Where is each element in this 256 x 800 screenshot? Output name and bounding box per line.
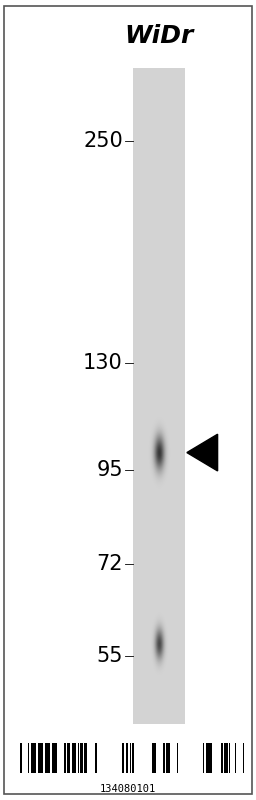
Bar bbox=[235, 743, 236, 773]
Bar bbox=[130, 743, 131, 773]
Bar bbox=[64, 743, 66, 773]
Text: 55: 55 bbox=[96, 646, 123, 666]
Bar bbox=[72, 743, 76, 773]
Bar bbox=[84, 743, 87, 773]
Text: 250: 250 bbox=[83, 131, 123, 151]
Text: 134080101: 134080101 bbox=[100, 784, 156, 794]
Bar bbox=[80, 743, 83, 773]
Bar bbox=[207, 743, 212, 773]
Text: 130: 130 bbox=[83, 354, 123, 374]
Bar bbox=[203, 743, 204, 773]
Polygon shape bbox=[187, 434, 218, 471]
Bar bbox=[28, 743, 29, 773]
Bar bbox=[52, 743, 57, 773]
Bar bbox=[67, 743, 70, 773]
Bar bbox=[45, 743, 50, 773]
Bar bbox=[132, 743, 134, 773]
Bar bbox=[224, 743, 228, 773]
Text: 95: 95 bbox=[96, 460, 123, 480]
Bar bbox=[38, 743, 43, 773]
Text: 72: 72 bbox=[96, 554, 123, 574]
Bar bbox=[126, 743, 128, 773]
Bar bbox=[221, 743, 223, 773]
Bar bbox=[177, 743, 178, 773]
Text: WiDr: WiDr bbox=[124, 24, 193, 48]
Bar bbox=[229, 743, 230, 773]
Bar bbox=[166, 743, 170, 773]
Bar bbox=[242, 743, 244, 773]
Bar bbox=[31, 743, 36, 773]
Bar bbox=[78, 743, 79, 773]
Bar bbox=[122, 743, 124, 773]
Bar bbox=[20, 743, 22, 773]
Bar bbox=[152, 743, 156, 773]
Bar bbox=[95, 743, 97, 773]
Bar bbox=[163, 743, 165, 773]
